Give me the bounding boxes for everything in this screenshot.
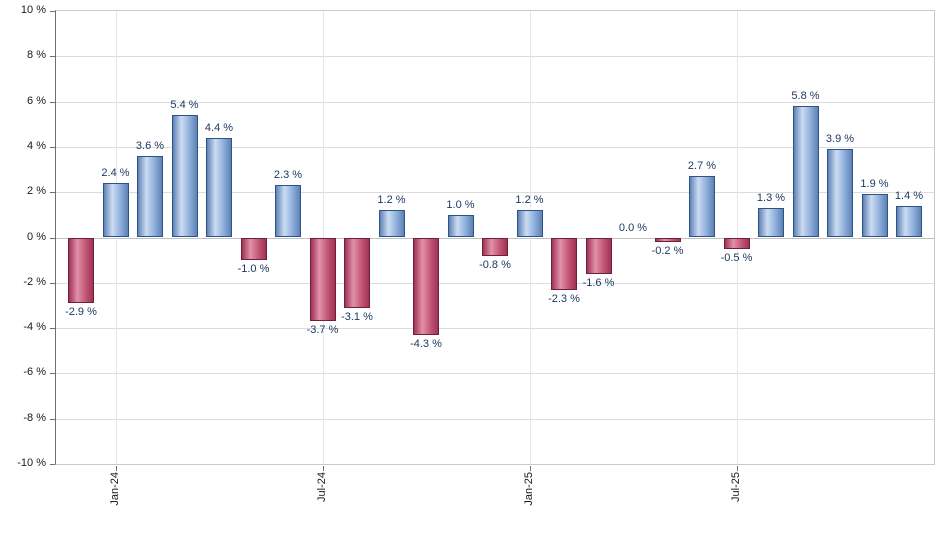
x-axis-label: Jan-24: [108, 472, 121, 506]
bar-Sep-24: [378, 210, 405, 238]
bar-May-25: [654, 237, 681, 243]
x-axis-label: Jul-25: [729, 472, 742, 502]
bar-Feb-24: [137, 155, 163, 238]
value-label-Jul-24: -3.7 %: [306, 324, 339, 337]
value-label-Apr-25: 0.0 %: [618, 221, 648, 234]
y-axis-label: 4 %: [27, 139, 46, 152]
y-axis-tick: [50, 328, 55, 330]
bar-Mar-24: [171, 115, 198, 238]
bar-Aug-25: [758, 208, 784, 238]
bar-Sep-25: [792, 106, 819, 238]
bar-Oct-24: [413, 237, 439, 335]
value-label-Nov-24: 1.0 %: [446, 198, 475, 211]
y-axis-label: -8 %: [23, 411, 46, 424]
value-label-Jan-24: 2.4 %: [101, 167, 130, 180]
value-label-Jan-25: 1.2 %: [515, 194, 544, 207]
gridline-horizontal: [56, 282, 934, 284]
value-label-Aug-24: -3.1 %: [341, 310, 373, 323]
y-axis-label: 8 %: [27, 49, 46, 62]
value-label-Jun-24: 2.3 %: [273, 169, 303, 182]
y-axis-tick: [50, 11, 55, 12]
x-axis-label: Jan-25: [522, 472, 535, 506]
y-axis-tick: [50, 146, 55, 148]
value-label-Feb-24: 3.6 %: [135, 139, 165, 152]
y-axis-tick: [50, 237, 55, 239]
y-axis-label: 2 %: [27, 185, 46, 198]
bar-Jun-24: [275, 185, 301, 238]
value-label-Aug-25: 1.3 %: [756, 192, 786, 205]
y-axis-tick: [50, 56, 55, 58]
bar-Apr-24: [206, 137, 232, 238]
x-axis-label: Jul-24: [315, 472, 328, 502]
gridline-vertical: [529, 11, 531, 464]
value-label-May-25: -0.2 %: [651, 245, 684, 258]
x-axis-tick: [115, 466, 117, 471]
bar-May-24: [240, 237, 267, 261]
y-axis-label: -10 %: [17, 457, 46, 469]
bar-Jul-25: [723, 237, 750, 249]
y-axis-label: 10 %: [20, 4, 46, 16]
y-axis-label: 6 %: [27, 94, 46, 107]
y-axis-label: -2 %: [23, 275, 46, 288]
value-label-Dec-25: 1.4 %: [894, 189, 924, 202]
gridline-horizontal: [56, 56, 934, 58]
value-label-Jul-25: -0.5 %: [720, 251, 753, 264]
bar-Aug-24: [344, 237, 370, 308]
bar-Jul-24: [309, 237, 336, 322]
value-label-Apr-24: 4.4 %: [204, 121, 234, 134]
y-axis-tick: [50, 101, 55, 103]
value-label-Sep-24: 1.2 %: [377, 194, 406, 207]
bar-Mar-25: [585, 237, 612, 274]
bar-Nov-24: [447, 214, 474, 238]
y-axis-label: -4 %: [23, 321, 46, 334]
value-label-Nov-25: 1.9 %: [860, 178, 889, 191]
bar-Dec-24: [482, 237, 508, 256]
value-label-Mar-25: -1.6 %: [582, 276, 615, 289]
value-label-Jun-25: 2.7 %: [687, 160, 717, 173]
bar-Nov-25: [861, 194, 888, 238]
y-axis-tick: [50, 192, 55, 194]
bar-Dec-25: [896, 205, 922, 238]
y-axis-tick: [50, 464, 55, 465]
value-label-Sep-25: 5.8 %: [791, 90, 820, 103]
bar-Jan-24: [102, 183, 129, 238]
gridline-horizontal: [56, 146, 934, 148]
y-axis-tick: [50, 282, 55, 284]
x-axis-tick: [322, 466, 324, 471]
bar-Feb-25: [551, 237, 577, 290]
bar-Jan-25: [516, 210, 543, 238]
gridline-horizontal: [56, 101, 934, 103]
gridline-horizontal: [56, 373, 934, 375]
y-axis-tick: [50, 373, 55, 375]
y-axis-label: -6 %: [23, 366, 46, 379]
value-label-Dec-23: -2.9 %: [65, 306, 97, 319]
gridline-horizontal: [56, 192, 934, 194]
value-label-Oct-24: -4.3 %: [410, 337, 442, 350]
y-axis-label: 0 %: [27, 230, 46, 243]
value-label-Oct-25: 3.9 %: [825, 133, 855, 146]
value-label-Dec-24: -0.8 %: [479, 258, 511, 271]
gridline-vertical: [115, 11, 117, 464]
bar-Oct-25: [827, 149, 853, 238]
value-label-Mar-24: 5.4 %: [170, 99, 199, 112]
y-axis-tick: [50, 418, 55, 420]
bar-Dec-23: [68, 237, 94, 304]
x-axis-tick: [736, 466, 738, 471]
gridline-horizontal: [56, 328, 934, 330]
bar-Jun-25: [689, 176, 715, 238]
value-label-Feb-25: -2.3 %: [548, 292, 580, 305]
plot-area: -2.9 % 2.4 % 3.6 % 5.4 % 4.4 % -1.0 % 2.3 % -3.…: [55, 10, 935, 465]
x-axis-tick: [529, 466, 531, 471]
value-label-May-24: -1.0 %: [237, 263, 270, 276]
gridline-horizontal: [56, 418, 934, 420]
